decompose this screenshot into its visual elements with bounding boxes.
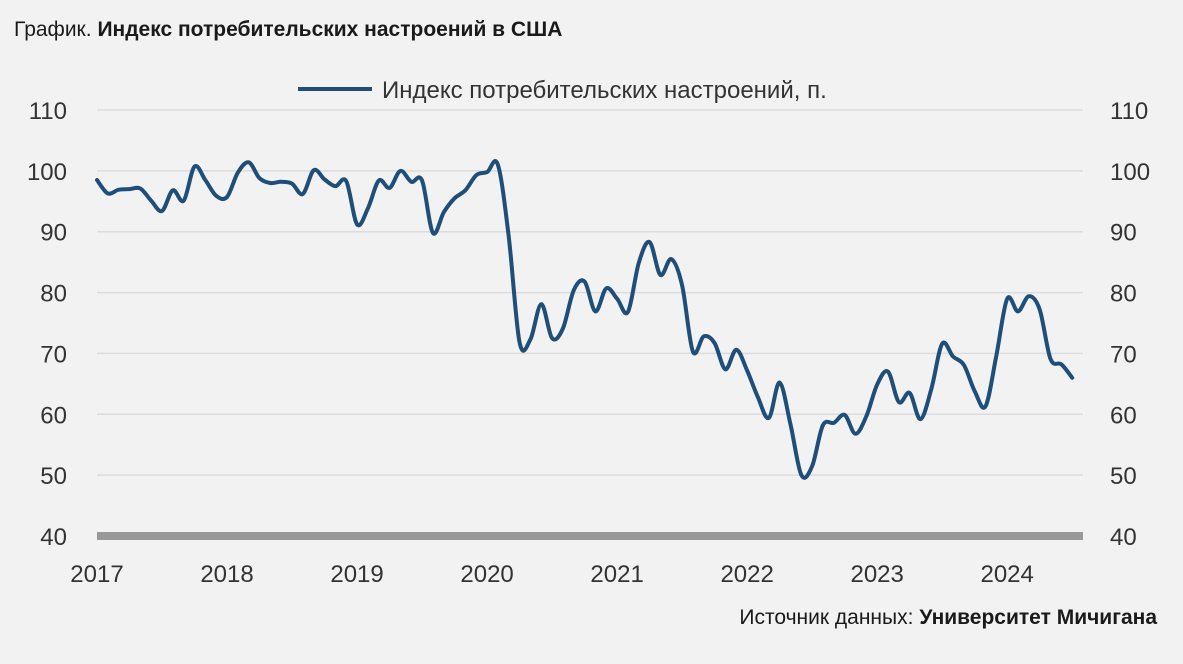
- source-note: Источник данных: Университет Мичигана: [739, 606, 1157, 630]
- legend: Индекс потребительских настроений, п.: [298, 77, 827, 104]
- source-name: Университет Мичигана: [919, 606, 1157, 629]
- x-axis: 2017 2018 2019 2020 2021 2022 2023 2024: [70, 561, 1034, 588]
- x-tick-label: 2023: [850, 561, 903, 588]
- x-tick-label: 2022: [720, 561, 773, 588]
- y-tick-label-left: 80: [40, 281, 67, 308]
- y-tick-label-right: 110: [1110, 98, 1148, 125]
- source-prefix: Источник данных:: [739, 606, 914, 629]
- x-tick-label: 2019: [330, 561, 383, 588]
- grid-lines: [97, 109, 1083, 540]
- y-tick-label-right: 70: [1110, 341, 1137, 368]
- y-tick-label-left: 100: [27, 159, 67, 186]
- y-tick-label-right: 100: [1110, 159, 1150, 186]
- x-tick-label: 2017: [70, 561, 123, 588]
- y-tick-label-right: 40: [1110, 524, 1137, 551]
- x-tick-label: 2020: [460, 561, 513, 588]
- series-group: [95, 159, 1075, 480]
- title-prefix: График.: [14, 18, 92, 41]
- y-tick-label-left: 50: [40, 463, 67, 490]
- x-tick-label: 2021: [590, 561, 643, 588]
- y-tick-label-right: 90: [1110, 220, 1137, 247]
- y-tick-label-left: 70: [40, 341, 67, 368]
- y-tick-label-right: 50: [1110, 463, 1137, 490]
- y-tick-label-left: 60: [40, 402, 67, 429]
- y-axis-left: 110 100 90 80 70 60 50 40: [27, 98, 67, 551]
- y-tick-label-left: 110: [29, 98, 67, 125]
- x-tick-label: 2018: [200, 561, 253, 588]
- y-axis-right: 110 100 90 80 70 60 50 40: [1110, 98, 1150, 551]
- y-tick-label-right: 60: [1110, 402, 1137, 429]
- title-main: Индекс потребительских настроений в США: [97, 18, 563, 41]
- y-tick-label-left: 90: [40, 220, 67, 247]
- y-tick-label-right: 80: [1110, 281, 1137, 308]
- legend-label: Индекс потребительских настроений, п.: [382, 77, 827, 104]
- series-line: [95, 159, 1075, 480]
- chart-title: График. Индекс потребительских настроени…: [14, 18, 562, 42]
- y-tick-label-left: 40: [40, 524, 67, 551]
- x-tick-label: 2024: [980, 561, 1033, 588]
